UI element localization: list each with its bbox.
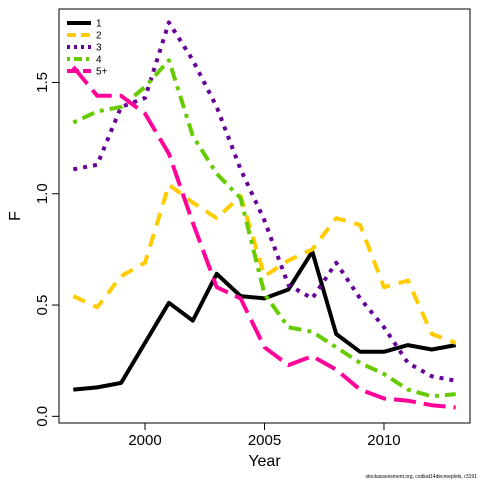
- legend-label: 5+: [96, 67, 108, 78]
- series-lines: [71, 20, 457, 410]
- y-axis-title: F: [7, 211, 24, 221]
- y-tick-label: 0.0: [34, 406, 51, 427]
- series-line-4: [72, 58, 456, 399]
- y-axis: 0.0 0.5 1.0 1.5: [34, 72, 60, 427]
- y-tick-label: 0.5: [34, 295, 51, 316]
- source-annotation: stockassessment.org, codkat14decreeplots…: [366, 474, 478, 480]
- series-line-1: [73, 249, 457, 392]
- y-tick-label: 1.0: [34, 183, 51, 204]
- series-line-5plus: [71, 65, 456, 410]
- legend-label: 2: [96, 31, 102, 42]
- legend-label: 1: [96, 19, 102, 30]
- x-axis: 2000 2005 2010: [128, 422, 401, 449]
- x-axis-title: Year: [248, 453, 281, 470]
- series-line-3: [72, 20, 457, 383]
- x-tick-label: 2000: [128, 432, 161, 449]
- x-tick-label: 2010: [367, 432, 400, 449]
- legend-label: 3: [96, 43, 102, 54]
- y-tick-label: 1.5: [34, 72, 51, 93]
- legend-label: 4: [96, 55, 102, 66]
- x-tick-label: 2005: [248, 432, 281, 449]
